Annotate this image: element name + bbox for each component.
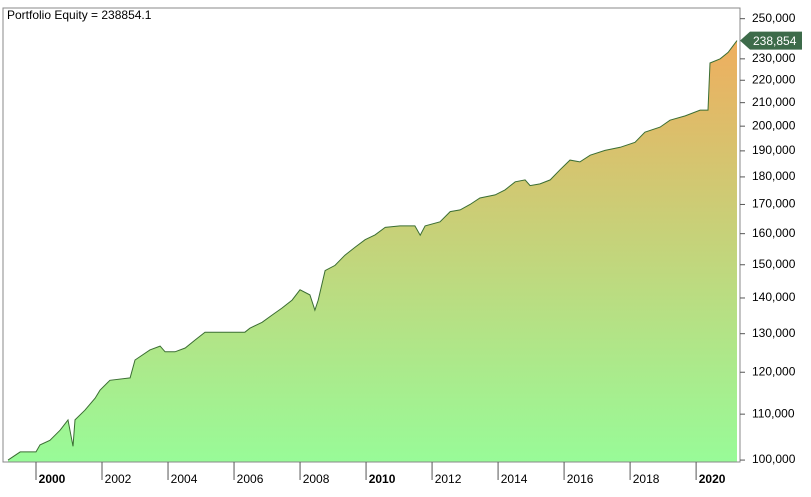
y-tick-label: 210,000 <box>752 95 796 109</box>
y-tick-label: 180,000 <box>752 169 796 183</box>
y-tick-label: 130,000 <box>752 326 796 340</box>
y-tick-label: 200,000 <box>752 118 796 132</box>
chart-title: Portfolio Equity = 238854.1 <box>7 8 152 22</box>
x-tick-label: 2012 <box>435 472 462 486</box>
y-tick-label: 140,000 <box>752 290 796 304</box>
y-tick-label: 230,000 <box>752 51 796 65</box>
x-tick-label: 2014 <box>501 472 528 486</box>
x-tick-label: 2020 <box>699 472 726 486</box>
last-value-label: 238,854 <box>753 34 797 48</box>
x-tick-label: 2006 <box>237 472 264 486</box>
y-tick-label: 160,000 <box>752 226 796 240</box>
y-tick-label: 100,000 <box>752 452 796 466</box>
y-tick-label: 150,000 <box>752 257 796 271</box>
y-tick-label: 220,000 <box>752 72 796 86</box>
y-tick-label: 190,000 <box>752 143 796 157</box>
x-tick-label: 2004 <box>171 472 198 486</box>
y-tick-label: 110,000 <box>752 406 795 420</box>
x-tick-label: 2018 <box>633 472 660 486</box>
x-tick-label: 2000 <box>39 472 66 486</box>
x-tick-label: 2002 <box>105 472 132 486</box>
last-value-badge <box>740 31 802 50</box>
y-tick-label: 120,000 <box>752 364 796 378</box>
equity-area <box>8 40 737 462</box>
x-tick-label: 2008 <box>303 472 330 486</box>
x-tick-label: 2010 <box>369 472 396 486</box>
y-tick-label: 170,000 <box>752 197 796 211</box>
x-tick-label: 2016 <box>567 472 594 486</box>
y-tick-label: 250,000 <box>752 11 796 25</box>
equity-line <box>7 40 738 461</box>
